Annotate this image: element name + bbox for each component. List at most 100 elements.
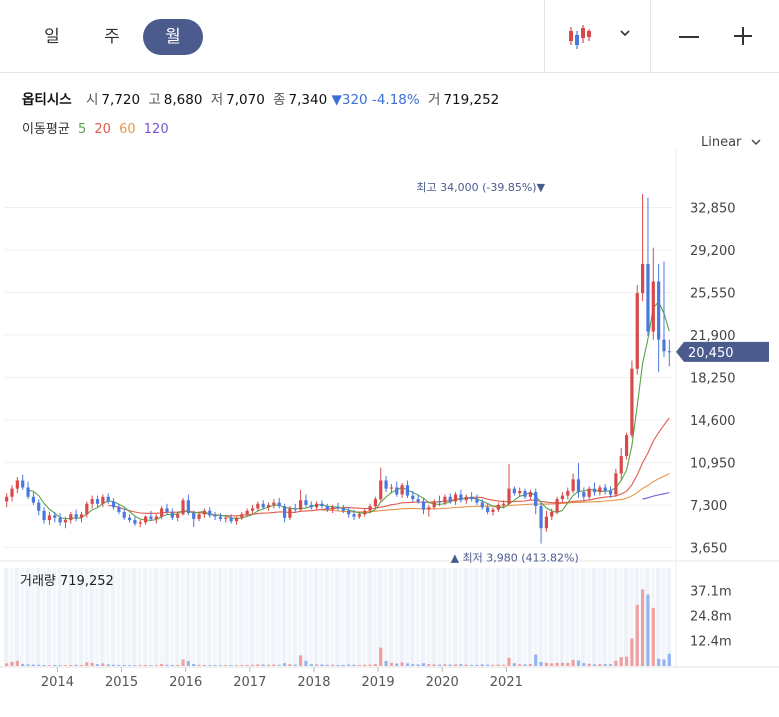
candle	[266, 502, 271, 511]
ma-5[interactable]: 5	[77, 122, 87, 137]
volume-bar	[443, 664, 447, 666]
candle	[304, 494, 308, 508]
candle	[486, 503, 490, 515]
candle	[111, 497, 116, 510]
volume-bar	[480, 664, 484, 666]
volume-bar	[379, 647, 383, 666]
candle-body	[282, 506, 287, 518]
candle	[21, 474, 25, 490]
volume-background-stripe	[420, 568, 426, 666]
candle	[411, 490, 415, 502]
volume-bar	[197, 664, 201, 666]
ma-20[interactable]: 20	[94, 122, 111, 137]
volume-background-stripe	[404, 568, 410, 666]
candle	[154, 514, 158, 524]
candle-body	[512, 488, 516, 494]
high-value: 8,680	[163, 92, 203, 108]
candle-body	[405, 485, 410, 496]
candle	[598, 485, 602, 496]
candle	[186, 494, 190, 516]
volume-background-stripe	[517, 568, 522, 666]
volume-bar	[603, 664, 607, 666]
candle-body	[53, 515, 57, 518]
volume-bar	[58, 665, 62, 666]
plus-icon[interactable]	[733, 26, 753, 46]
candle-body	[47, 515, 52, 521]
volume-background-stripe	[276, 568, 281, 666]
volume-bar	[21, 663, 25, 666]
volume-bar	[459, 664, 463, 666]
volume-bar	[53, 664, 57, 666]
volume-bar	[69, 664, 73, 666]
candle	[667, 339, 671, 367]
volume-background-stripe	[180, 568, 185, 666]
candle-body	[176, 514, 180, 518]
tab-week[interactable]: 주	[104, 27, 120, 47]
price-tick-label: 32,850	[690, 201, 736, 216]
ma-60[interactable]: 60	[119, 122, 136, 137]
volume-background-stripe	[164, 568, 169, 666]
candle	[512, 486, 516, 496]
candle	[341, 504, 345, 514]
volume-background-stripe	[292, 568, 297, 666]
volume-background-stripe	[511, 568, 517, 666]
volume-bar	[160, 663, 164, 666]
volume-background-stripe	[100, 568, 105, 666]
candle	[555, 496, 559, 515]
candle	[133, 516, 137, 526]
volume-background-stripe	[313, 568, 319, 666]
candle-body	[437, 501, 442, 503]
candle	[496, 502, 500, 512]
volume-bar	[534, 654, 538, 666]
x-tick-label: 2020	[426, 675, 459, 690]
candle	[523, 488, 527, 500]
volume-bar	[165, 664, 169, 666]
volume-bar	[421, 663, 426, 666]
ma-120[interactable]: 120	[143, 122, 169, 137]
candle-body	[480, 502, 484, 508]
candle-body	[400, 485, 404, 495]
tab-day[interactable]: 일	[44, 27, 60, 47]
volume-bar	[277, 664, 281, 666]
volume-bar	[26, 664, 30, 666]
candle-body	[331, 507, 335, 510]
volume-background-stripe	[623, 568, 629, 666]
volume-background-stripe	[20, 568, 25, 666]
chevron-down-icon[interactable]	[618, 28, 632, 38]
candlestick-icon[interactable]	[567, 25, 595, 49]
volume-bar	[208, 665, 212, 666]
volume-bar	[202, 664, 207, 666]
candle	[657, 263, 661, 373]
volume-bar	[373, 664, 378, 666]
volume-bar	[608, 664, 613, 666]
volume-tick-label: 24.8m	[690, 609, 732, 624]
candle-body	[475, 499, 479, 503]
candle-body	[111, 501, 116, 508]
candle	[566, 487, 570, 500]
candle-body	[603, 487, 607, 491]
tab-month[interactable]: 월	[143, 19, 203, 55]
volume-bar	[341, 664, 345, 666]
volume-bar	[539, 661, 543, 666]
scale-dropdown[interactable]: Linear	[701, 135, 762, 150]
volume-background-stripe	[362, 568, 367, 666]
volume-background-stripe	[319, 568, 324, 666]
minus-icon[interactable]	[679, 36, 699, 38]
volume-bar	[486, 664, 490, 666]
candle-body	[667, 351, 671, 353]
volume-bar	[496, 664, 500, 666]
candle	[432, 499, 436, 510]
candle-body	[373, 499, 378, 507]
volume-bar	[15, 660, 19, 666]
candle-body	[58, 517, 62, 523]
volume-background-stripe	[207, 568, 212, 666]
volume-background-stripe	[666, 568, 671, 666]
candle	[507, 464, 511, 505]
price-tick-label: 21,900	[690, 329, 736, 344]
candle	[608, 486, 613, 498]
price-tick-label: 18,250	[690, 371, 736, 386]
volume-bar	[475, 664, 479, 666]
volume-background-stripe	[335, 568, 340, 666]
candle-body	[261, 503, 265, 508]
